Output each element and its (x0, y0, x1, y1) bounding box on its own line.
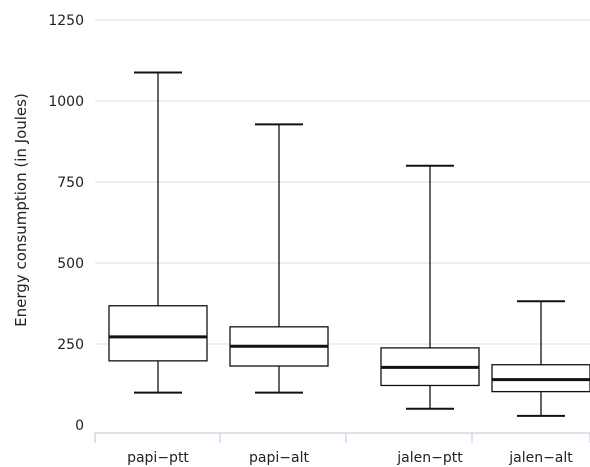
box-3 (491, 300, 590, 417)
y-tick-label: 1250 (48, 13, 84, 29)
y-tick-label: 0 (75, 418, 84, 434)
y-tick-label: 750 (57, 175, 84, 191)
x-axis: papi−ptt papi−alt jalen−ptt jalen−alt (94, 432, 590, 466)
iqr-box (108, 305, 208, 362)
x-category-label: papi−ptt (127, 450, 189, 466)
y-tick-label: 1000 (48, 94, 84, 110)
gridlines (95, 19, 590, 345)
x-category-label: papi−alt (249, 450, 309, 466)
box-0 (108, 71, 208, 394)
y-tick-label: 250 (57, 337, 84, 353)
boxplot-series (108, 71, 590, 417)
y-axis-tick-labels: 0 250 500 750 1000 1250 (48, 13, 84, 434)
y-tick-label: 500 (57, 256, 84, 272)
x-category-label: jalen−ptt (396, 450, 463, 466)
x-category-label: jalen−alt (508, 450, 573, 466)
box-1 (229, 123, 329, 394)
box-2 (380, 164, 480, 410)
y-axis-title: Energy consumption (in Joules) (12, 93, 30, 327)
